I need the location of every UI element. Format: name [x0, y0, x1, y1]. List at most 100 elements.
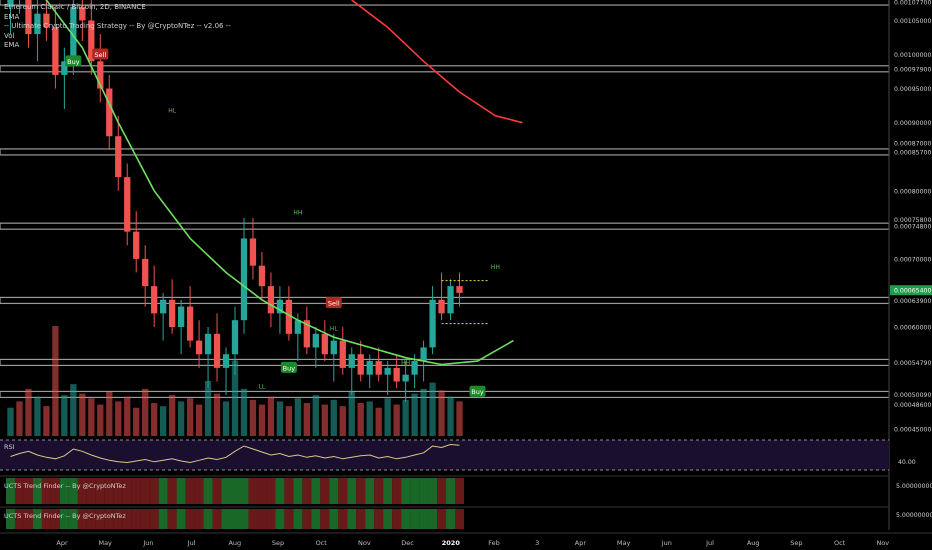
- ucts-bar: [77, 509, 87, 529]
- candle-body: [447, 286, 454, 314]
- candle-body: [285, 299, 293, 334]
- candle-body: [294, 320, 302, 334]
- ucts-bar: [248, 509, 258, 529]
- x-tick-label: Apr: [575, 539, 587, 547]
- candle-body: [186, 306, 194, 341]
- signal-label: Sell: [94, 51, 106, 59]
- candle-body: [43, 13, 50, 28]
- ucts-bar: [446, 478, 456, 504]
- ucts-axis-label: 5.00000000: [896, 512, 932, 519]
- ucts-bar: [455, 509, 464, 529]
- x-tick-label: Oct: [316, 539, 328, 547]
- signal-sell: Sell: [325, 297, 342, 309]
- y-tick-label: 0.00100000: [894, 52, 931, 59]
- volume-bar: [420, 388, 427, 436]
- ucts-bar: [95, 509, 105, 529]
- volume-bar: [258, 404, 266, 436]
- resistance-zone-3: [0, 222, 890, 230]
- swing-label: HL: [330, 325, 339, 332]
- volume-bar: [393, 404, 400, 436]
- candle-body: [402, 374, 409, 382]
- ucts-bar: [311, 478, 321, 504]
- candle-body: [375, 361, 382, 375]
- ucts-bar: [293, 509, 303, 529]
- volume-bar: [231, 360, 239, 436]
- ucts-bar: [122, 478, 132, 504]
- volume-bar: [43, 406, 50, 436]
- candle-body: [106, 88, 113, 137]
- signal-label: Sell: [328, 300, 340, 308]
- rsi-title[interactable]: RSI: [4, 443, 15, 451]
- x-tick-label: Nov: [876, 539, 889, 547]
- ucts-bar: [347, 509, 357, 529]
- ucts-bar: [41, 478, 51, 504]
- ema2-legend[interactable]: EMA: [4, 41, 20, 49]
- candle-body: [204, 333, 212, 355]
- y-tick-label: 0.00070000: [894, 256, 931, 263]
- volume-bar: [70, 384, 77, 436]
- volume-bar: [52, 326, 59, 436]
- volume-bar: [429, 382, 436, 436]
- volume-bar: [366, 401, 373, 436]
- volume-bar: [16, 401, 23, 436]
- x-tick-label: Jun: [142, 539, 153, 547]
- candle-body: [393, 367, 400, 382]
- ucts-bar: [41, 509, 51, 529]
- volume-bar: [438, 390, 445, 436]
- swing-label: HH: [401, 359, 410, 366]
- ucts1-title[interactable]: UCTS Trend Finder -- By @CryptoNTez: [4, 482, 126, 490]
- ema-legend[interactable]: EMA: [4, 12, 20, 21]
- candle-body: [177, 306, 185, 327]
- volume-bar: [222, 401, 230, 436]
- ucts-bar: [158, 509, 168, 529]
- ucts-bar: [401, 509, 411, 529]
- volume-bar: [97, 404, 104, 436]
- ucts-bar: [23, 478, 33, 504]
- ucts-bar: [194, 478, 204, 504]
- volume-bar: [168, 395, 176, 436]
- volume-bar: [357, 403, 364, 436]
- ucts-bar: [275, 478, 285, 504]
- strategy-legend[interactable]: -- Ultimate Crypto Trading Strategy -- B…: [4, 22, 231, 30]
- ucts-bar: [275, 509, 285, 529]
- x-tick-label: Aug: [228, 539, 241, 547]
- signal-box: [469, 385, 486, 397]
- rsi-background: [0, 440, 889, 470]
- volume-legend[interactable]: Vol: [4, 31, 15, 40]
- symbol-title[interactable]: Ethereum Classic / Bitcoin, 2D, BINANCE: [4, 3, 146, 11]
- x-tick-label: Jul: [187, 539, 196, 547]
- ucts-bar: [311, 509, 321, 529]
- ucts-bar: [428, 509, 438, 529]
- volume-bar: [312, 395, 319, 436]
- ucts-bar: [410, 478, 420, 504]
- ema-slow-line: [351, 0, 523, 124]
- ucts-bar: [131, 509, 141, 529]
- x-tick-label: Oct: [834, 539, 846, 547]
- ucts-bar: [104, 509, 114, 529]
- candle-body: [160, 299, 167, 314]
- ucts-bar: [239, 478, 249, 504]
- ucts2-title[interactable]: UCTS Trend Finder -- By @CryptoNTez: [4, 512, 126, 520]
- ucts-bar: [221, 478, 231, 504]
- signal-sell: Sell: [92, 48, 109, 60]
- candle-body: [70, 6, 77, 62]
- volume-bar: [213, 393, 221, 436]
- last-price-label: 0.00065400: [894, 288, 931, 295]
- x-tick-label: Jul: [705, 539, 714, 547]
- candle-body: [420, 347, 427, 362]
- ucts-bar: [122, 509, 132, 529]
- volume-bar: [375, 407, 382, 436]
- ucts-bar: [302, 478, 312, 504]
- ucts-bar: [59, 478, 69, 504]
- x-tick-label: 3: [535, 539, 539, 547]
- candle-body: [411, 361, 418, 375]
- y-tick-label: 0.00097900: [894, 66, 931, 73]
- candle-body: [88, 20, 95, 62]
- ucts-bar: [266, 478, 276, 504]
- ucts-bar: [113, 478, 123, 504]
- y-tick-label: 0.00063900: [894, 298, 931, 305]
- volume-bar: [447, 396, 454, 436]
- ucts-bar: [176, 478, 186, 504]
- signal-label: Buy: [283, 364, 296, 372]
